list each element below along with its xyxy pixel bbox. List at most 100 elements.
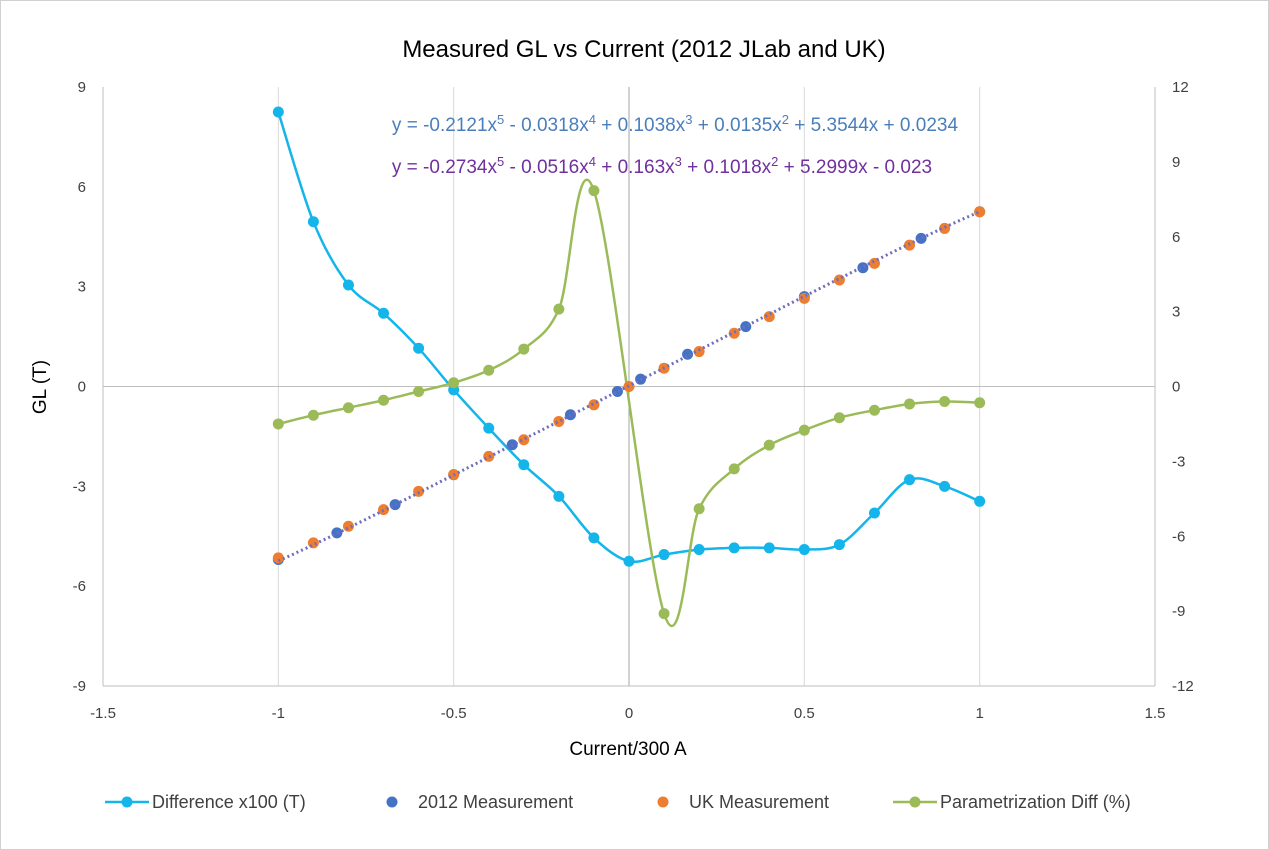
y-tick-labels: -9 -6 -3 0 3 6 9 bbox=[73, 79, 86, 695]
legend-marker bbox=[657, 796, 669, 808]
trendline-equation: y = -0.2121x5 - 0.0318x4 + 0.1038x3 + 0.… bbox=[392, 112, 959, 137]
data-point bbox=[728, 327, 740, 339]
y-tick-label: 0 bbox=[78, 379, 86, 396]
data-point bbox=[553, 303, 565, 315]
y-tick-label: -3 bbox=[73, 478, 86, 495]
data-point bbox=[272, 552, 284, 564]
data-point bbox=[342, 402, 354, 414]
legend-marker bbox=[121, 796, 133, 808]
data-point bbox=[939, 480, 951, 492]
data-point bbox=[272, 418, 284, 430]
data-point bbox=[378, 394, 390, 406]
y2-tick-label: -6 bbox=[1172, 528, 1185, 545]
equation-term: + 0.1018x bbox=[682, 157, 772, 178]
data-point bbox=[763, 439, 775, 451]
exponent: 5 bbox=[497, 112, 504, 127]
y-tick-label: 6 bbox=[78, 179, 86, 196]
data-point bbox=[307, 409, 319, 421]
data-point bbox=[974, 206, 986, 218]
exponent: 4 bbox=[589, 154, 596, 169]
data-point bbox=[939, 395, 951, 407]
exponent: 2 bbox=[771, 154, 778, 169]
exponent: 3 bbox=[675, 154, 682, 169]
legend-marker bbox=[909, 796, 921, 808]
data-point bbox=[272, 106, 284, 118]
data-point bbox=[518, 343, 530, 355]
data-point bbox=[868, 507, 880, 519]
trendline-equation: y = -0.2734x5 - 0.0516x4 + 0.163x3 + 0.1… bbox=[392, 154, 932, 179]
data-point bbox=[658, 549, 670, 561]
x-tick-label: -1 bbox=[272, 705, 285, 722]
data-point bbox=[728, 463, 740, 475]
y-tick-label: 3 bbox=[78, 279, 86, 296]
data-point bbox=[307, 216, 319, 228]
data-point bbox=[389, 499, 401, 511]
legend-label: 2012 Measurement bbox=[418, 792, 573, 812]
y2-tick-label: 3 bbox=[1172, 304, 1180, 321]
equation-term: + 0.0135x bbox=[693, 115, 783, 136]
data-point bbox=[693, 544, 705, 556]
x-tick-label: 1 bbox=[975, 705, 983, 722]
data-point bbox=[763, 311, 775, 323]
data-point bbox=[728, 542, 740, 554]
data-point bbox=[413, 342, 425, 354]
exponent: 3 bbox=[685, 112, 692, 127]
y-tick-label: -6 bbox=[73, 578, 86, 595]
data-point bbox=[833, 412, 845, 424]
y2-tick-label: -9 bbox=[1172, 603, 1185, 620]
data-point bbox=[611, 385, 623, 397]
data-point bbox=[553, 490, 565, 502]
equation-term: - 0.0318x bbox=[504, 115, 589, 136]
exponent: 2 bbox=[782, 112, 789, 127]
series-layer bbox=[272, 106, 986, 627]
data-point bbox=[904, 398, 916, 410]
x-axis-title: Current/300 A bbox=[569, 739, 687, 760]
equation-term: + 5.2999x - 0.023 bbox=[778, 157, 932, 178]
data-point bbox=[378, 504, 390, 516]
legend-label: UK Measurement bbox=[689, 792, 829, 812]
data-point bbox=[342, 279, 354, 291]
trendline-equations: y = -0.2121x5 - 0.0318x4 + 0.1038x3 + 0.… bbox=[392, 112, 959, 179]
data-point bbox=[307, 537, 319, 549]
chart-title: Measured GL vs Current (2012 JLab and UK… bbox=[402, 36, 885, 63]
data-point bbox=[483, 450, 495, 462]
data-point bbox=[588, 399, 600, 411]
data-point bbox=[483, 364, 495, 376]
data-point bbox=[682, 348, 694, 360]
data-point bbox=[331, 527, 343, 539]
data-point bbox=[693, 503, 705, 515]
data-point bbox=[588, 532, 600, 544]
equation-term: + 0.1038x bbox=[596, 115, 686, 136]
data-point bbox=[623, 555, 635, 567]
legend-label: Difference x100 (T) bbox=[152, 792, 306, 812]
y-tick-label: -9 bbox=[73, 678, 86, 695]
y2-tick-label: 6 bbox=[1172, 229, 1180, 246]
data-point bbox=[658, 608, 670, 620]
data-point bbox=[483, 422, 495, 434]
equation-term: - 0.0516x bbox=[504, 157, 589, 178]
y2-tick-label: 9 bbox=[1172, 154, 1180, 171]
y2-tick-labels: -12 -9 -6 -3 0 3 6 9 12 bbox=[1172, 79, 1194, 695]
y2-tick-label: 12 bbox=[1172, 79, 1189, 96]
data-point bbox=[448, 377, 460, 389]
data-point bbox=[833, 539, 845, 551]
data-point bbox=[798, 424, 810, 436]
data-point bbox=[833, 274, 845, 286]
equation-term: + 0.163x bbox=[596, 157, 675, 178]
x-tick-label: 1.5 bbox=[1145, 705, 1166, 722]
y2-tick-label: -12 bbox=[1172, 678, 1194, 695]
data-point bbox=[939, 222, 951, 234]
equation-term: + 5.3544x + 0.0234 bbox=[789, 115, 958, 136]
x-tick-labels: -1.5 -1 -0.5 0 0.5 1 1.5 bbox=[90, 705, 1165, 722]
data-point bbox=[798, 544, 810, 556]
y-axis-title: GL (T) bbox=[30, 360, 51, 414]
data-point bbox=[413, 385, 425, 397]
legend-marker bbox=[386, 796, 398, 808]
y2-tick-label: -3 bbox=[1172, 453, 1185, 470]
legend: Difference x100 (T) 2012 Measurement UK Me… bbox=[105, 792, 1131, 812]
data-point bbox=[588, 185, 600, 197]
x-tick-label: 0.5 bbox=[794, 705, 815, 722]
y-tick-label: 9 bbox=[78, 79, 86, 96]
